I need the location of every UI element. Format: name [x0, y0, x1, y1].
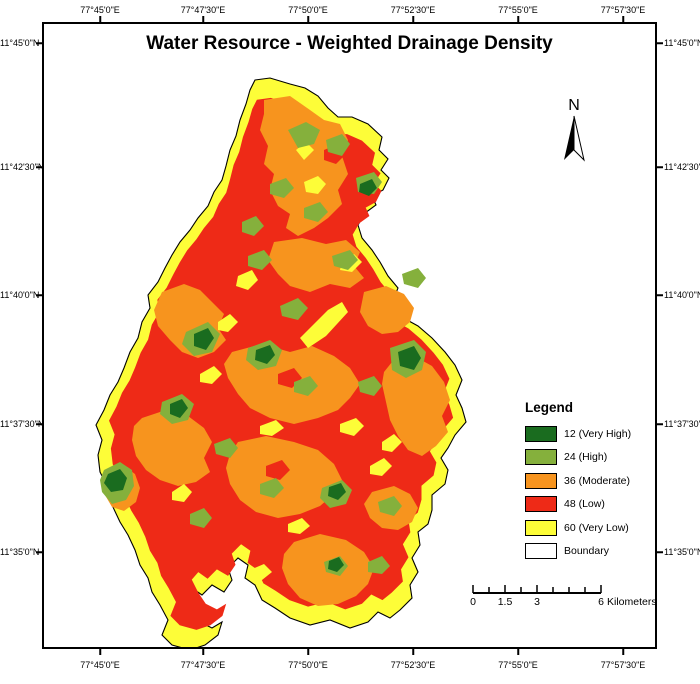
legend-title: Legend [525, 400, 574, 415]
north-arrow: N [556, 88, 592, 168]
lat-label: 11°42'30"N [0, 162, 45, 172]
very-high-density-patches [104, 179, 421, 572]
page-title: Water Resource - Weighted Drainage Densi… [146, 33, 553, 54]
scale-label: 3 [534, 596, 540, 608]
axis-tick [36, 42, 42, 44]
axis-tick [517, 16, 519, 22]
legend-item-moderate: 36 (Moderate) [525, 472, 631, 489]
axis-tick [307, 649, 309, 655]
lon-label: 77°57'30"E [600, 660, 646, 670]
axis-tick [202, 649, 204, 655]
axis-tick [36, 166, 42, 168]
axis-tick [657, 551, 663, 553]
axis-tick [657, 294, 663, 296]
axis-tick [622, 649, 624, 655]
moderate-swatch [525, 472, 557, 489]
lat-label: 11°45'0"N [0, 38, 40, 48]
axis-tick [36, 294, 42, 296]
high-swatch [525, 449, 557, 465]
lon-label: 77°45'0"E [80, 660, 120, 670]
axis-tick [657, 42, 663, 44]
lat-label: 11°42'30"N [664, 162, 700, 172]
axis-tick [657, 166, 663, 168]
lat-label: 11°40'0"N [0, 290, 40, 300]
axis-tick [412, 16, 414, 22]
lat-label: 11°35'0"N [664, 547, 700, 557]
boundary-swatch [525, 543, 557, 559]
very-high-swatch [525, 425, 557, 442]
map-frame [42, 22, 657, 649]
axis-tick [36, 551, 42, 553]
lat-label: 11°45'0"N [664, 38, 700, 48]
legend-item-label: Boundary [564, 545, 609, 557]
legend-item-label: 48 (Low) [564, 498, 605, 510]
lat-label: 11°40'0"N [664, 290, 700, 300]
lon-label: 77°55'0"E [498, 660, 538, 670]
lon-label: 77°47'30"E [180, 660, 226, 670]
drainage-density-map [95, 77, 467, 649]
axis-tick [202, 16, 204, 22]
legend-item-label: 24 (High) [564, 451, 608, 463]
legend-item-label: 60 (Very Low) [564, 521, 629, 534]
axis-tick [36, 423, 42, 425]
axis-tick [307, 16, 309, 22]
axis-tick [622, 16, 624, 22]
lat-label: 11°35'0"N [0, 547, 40, 557]
very-low-swatch [525, 519, 557, 536]
legend: Legend 12 (Very High) 24 (High) 36 (Mode… [525, 400, 631, 567]
north-arrow-icon: N [564, 97, 585, 162]
lon-label: 77°57'30"E [600, 5, 646, 15]
lon-label: 77°50'0"E [288, 5, 328, 15]
axis-tick [412, 649, 414, 655]
legend-item-low: 48 (Low) [525, 496, 631, 512]
scale-unit: Kilometers [607, 596, 657, 608]
axis-tick [99, 649, 101, 655]
scale-bar-ticks [472, 585, 602, 594]
scale-label: 1.5 [497, 596, 513, 608]
lon-label: 77°52'30"E [390, 660, 436, 670]
lat-label: 11°37'30"N [0, 419, 45, 429]
axis-tick [99, 16, 101, 22]
axis-tick [517, 649, 519, 655]
legend-item-label: 12 (Very High) [564, 427, 632, 440]
lon-label: 77°47'30"E [180, 5, 226, 15]
axis-tick [657, 423, 663, 425]
legend-item-very-high: 12 (Very High) [525, 425, 632, 442]
lat-label: 11°37'30"N [664, 419, 700, 429]
scale-bar: 0 1.5 3 6 Kilometers [470, 582, 670, 616]
lon-label: 77°52'30"E [390, 5, 436, 15]
north-label: N [568, 97, 580, 114]
legend-item-high: 24 (High) [525, 449, 631, 465]
lon-label: 77°50'0"E [288, 660, 328, 670]
legend-item-boundary: Boundary [525, 543, 631, 559]
scale-label: 6 [598, 596, 604, 608]
lon-label: 77°55'0"E [498, 5, 538, 15]
low-swatch [525, 496, 557, 512]
legend-item-very-low: 60 (Very Low) [525, 519, 631, 536]
legend-item-label: 36 (Moderate) [564, 474, 630, 487]
scale-label: 0 [470, 596, 476, 608]
lon-label: 77°45'0"E [80, 5, 120, 15]
